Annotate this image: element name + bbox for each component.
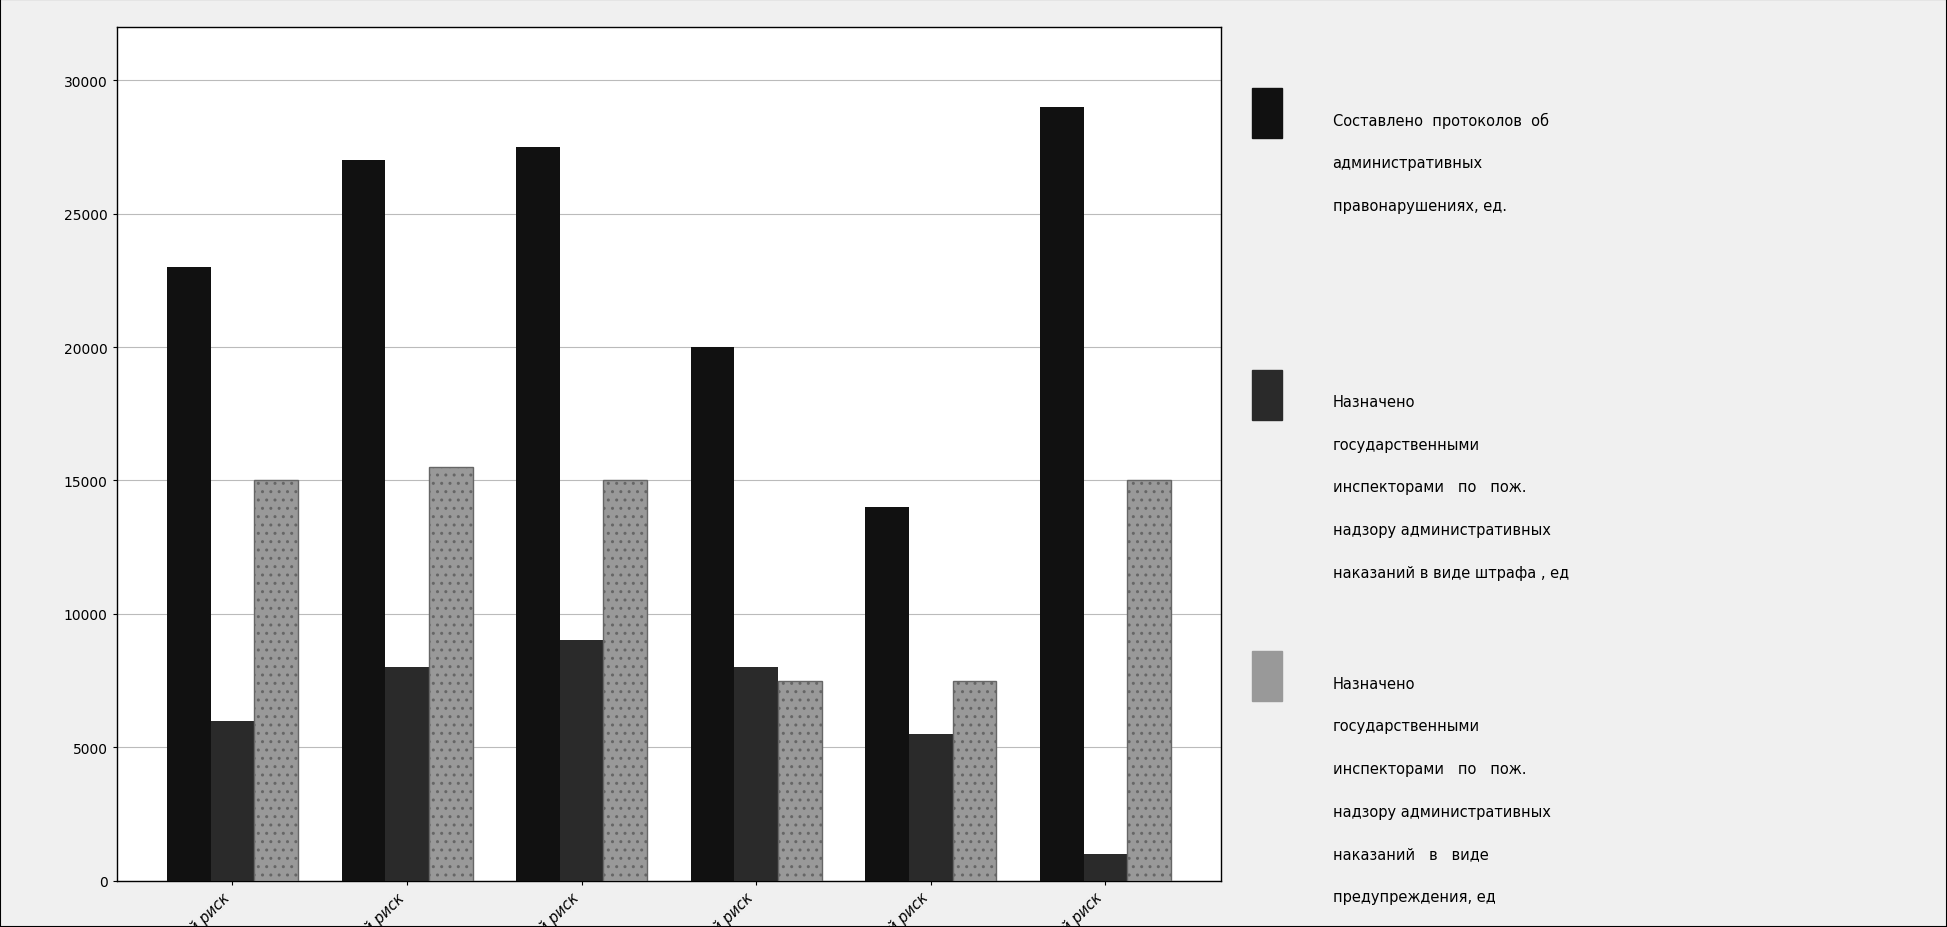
- Bar: [386, 667, 428, 881]
- Text: надзору административных: надзору административных: [1332, 804, 1550, 819]
- Bar: [779, 680, 822, 881]
- Bar: [864, 508, 909, 881]
- Text: государственными: государственными: [1332, 438, 1480, 452]
- Bar: [1084, 854, 1127, 881]
- Bar: [691, 348, 734, 881]
- Text: административных: административных: [1332, 156, 1482, 171]
- Text: наказаний   в   виде: наказаний в виде: [1332, 846, 1488, 861]
- Bar: [428, 467, 473, 881]
- Text: надзору административных: надзору административных: [1332, 523, 1550, 538]
- Bar: [516, 147, 561, 881]
- Text: наказаний в виде штрафа , ед: наказаний в виде штрафа , ед: [1332, 565, 1569, 580]
- Text: государственными: государственными: [1332, 718, 1480, 733]
- Bar: [210, 721, 255, 881]
- Bar: [734, 667, 779, 881]
- Bar: [604, 481, 646, 881]
- Bar: [1040, 108, 1084, 881]
- Bar: [167, 268, 210, 881]
- Bar: [341, 161, 386, 881]
- Text: Назначено: Назначено: [1332, 395, 1415, 410]
- FancyBboxPatch shape: [1252, 370, 1283, 420]
- FancyBboxPatch shape: [1252, 652, 1283, 702]
- Text: инспекторами   по   пож.: инспекторами по пож.: [1332, 761, 1526, 776]
- Text: предупреждения, ед: предупреждения, ед: [1332, 889, 1495, 904]
- Bar: [952, 680, 997, 881]
- Bar: [561, 641, 604, 881]
- Text: Составлено  протоколов  об: Составлено протоколов об: [1332, 113, 1548, 129]
- Text: инспекторами   по   пож.: инспекторами по пож.: [1332, 480, 1526, 495]
- Bar: [255, 481, 298, 881]
- Bar: [909, 734, 952, 881]
- Bar: [1127, 481, 1170, 881]
- FancyBboxPatch shape: [1252, 89, 1283, 139]
- Text: правонарушениях, ед.: правонарушениях, ед.: [1332, 198, 1507, 213]
- Text: Назначено: Назначено: [1332, 676, 1415, 691]
